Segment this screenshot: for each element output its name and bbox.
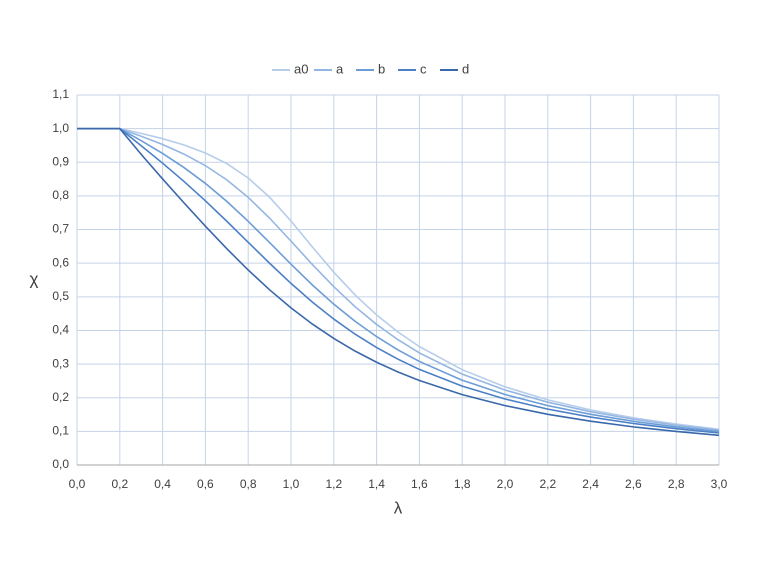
line-series bbox=[77, 127, 720, 433]
x-tick-label: 1,4 bbox=[368, 477, 385, 491]
x-axis-label: λ bbox=[394, 498, 403, 517]
y-axis-label: χ bbox=[30, 269, 39, 288]
x-tick-label: 0,4 bbox=[154, 477, 171, 491]
y-tick-label: 0,5 bbox=[52, 289, 69, 303]
line-series bbox=[77, 127, 720, 437]
legend-label: a bbox=[336, 61, 344, 76]
x-tick-label: 2,4 bbox=[582, 477, 599, 491]
x-tick-label: 0,0 bbox=[69, 477, 86, 491]
x-tick-label: 1,6 bbox=[411, 477, 428, 491]
x-tick-label: 2,2 bbox=[539, 477, 556, 491]
y-tick-label: 0,7 bbox=[52, 222, 69, 236]
x-tick-label: 0,2 bbox=[111, 477, 128, 491]
y-tick-label: 1,0 bbox=[52, 121, 69, 135]
x-tick-label: 1,2 bbox=[325, 477, 342, 491]
y-tick-label: 0,0 bbox=[52, 457, 69, 471]
y-tick-label: 0,2 bbox=[52, 390, 69, 404]
x-tick-label: 0,6 bbox=[197, 477, 214, 491]
legend-label: b bbox=[378, 61, 385, 76]
y-tick-label: 0,4 bbox=[52, 323, 69, 337]
x-tick-label: 2,8 bbox=[668, 477, 685, 491]
x-tick-label: 2,0 bbox=[497, 477, 514, 491]
x-tick-label: 2,6 bbox=[625, 477, 642, 491]
y-tick-label: 0,8 bbox=[52, 188, 69, 202]
line-series bbox=[77, 127, 720, 431]
y-tick-label: 0,6 bbox=[52, 255, 69, 269]
legend-label: c bbox=[420, 61, 427, 76]
x-tick-label: 1,0 bbox=[283, 477, 300, 491]
y-tick-label: 0,9 bbox=[52, 154, 69, 168]
line-series bbox=[77, 127, 720, 431]
legend-label: d bbox=[462, 61, 469, 76]
x-tick-label: 0,8 bbox=[240, 477, 257, 491]
legend-label: a0 bbox=[294, 61, 308, 76]
x-tick-label: 3,0 bbox=[711, 477, 728, 491]
line-series bbox=[77, 127, 720, 434]
y-tick-label: 1,1 bbox=[52, 87, 69, 101]
x-tick-label: 1,8 bbox=[454, 477, 471, 491]
y-tick-label: 0,3 bbox=[52, 356, 69, 370]
y-tick-label: 0,1 bbox=[52, 424, 69, 438]
